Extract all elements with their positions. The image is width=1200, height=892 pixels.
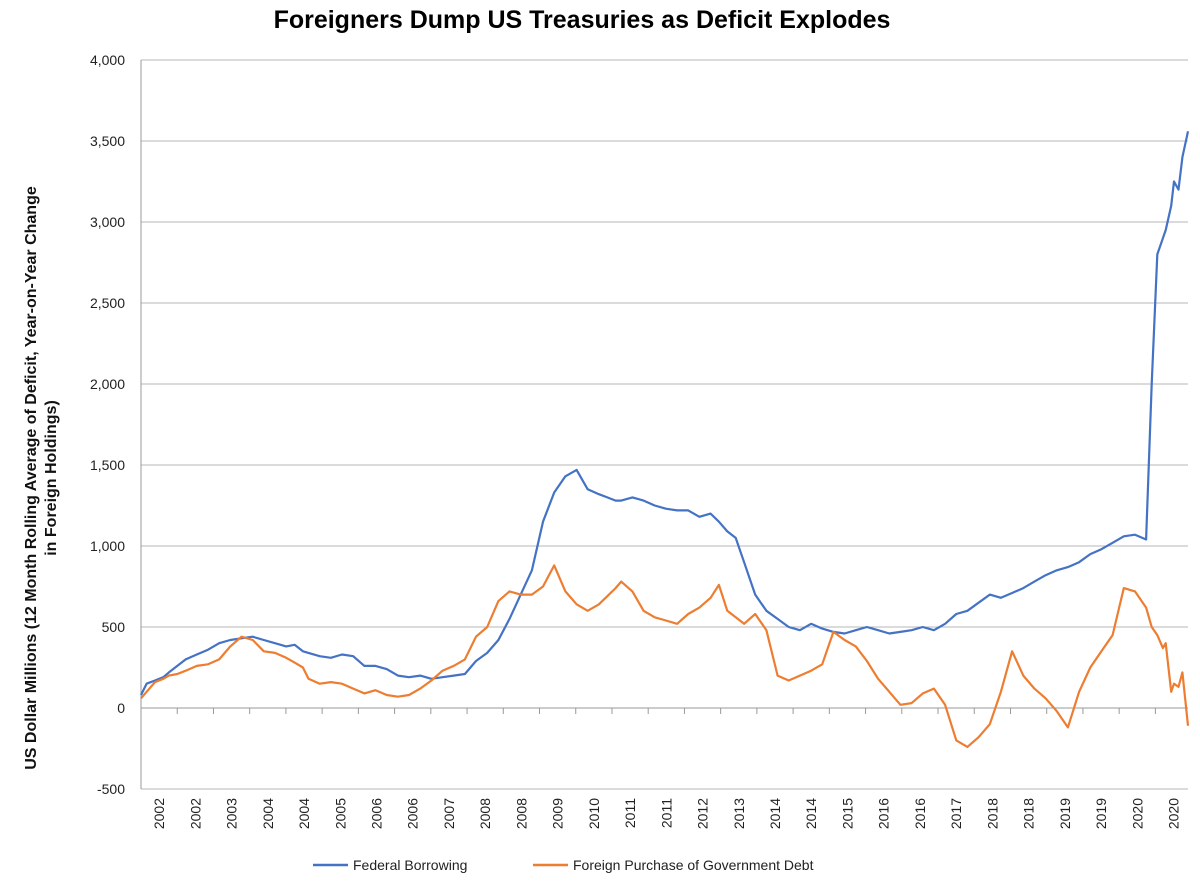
legend-label-federal-borrowing: Federal Borrowing [353, 857, 467, 873]
y-tick-label: -500 [97, 781, 125, 797]
x-tick-label: 2005 [332, 798, 348, 829]
x-tick-label: 2018 [984, 798, 1000, 829]
y-tick-label: 500 [102, 619, 126, 635]
x-tick-label: 2016 [876, 798, 892, 829]
y-axis: -500 0 500 1,000 1,500 2,000 2,500 3,000 3,500 4,… [90, 52, 125, 797]
x-tick-label: 2012 [695, 798, 711, 829]
y-tick-label: 3,000 [90, 214, 125, 230]
y-axis-label-line1: US Dollar Millions (12 Month Rolling Ave… [23, 186, 40, 770]
x-tick-label: 2014 [767, 798, 783, 829]
y-axis-label-line2: in Foreign Holdings) [43, 400, 60, 556]
x-tick-label: 2008 [513, 798, 529, 829]
x-tick-label: 2004 [296, 798, 312, 829]
x-tick-label: 2008 [477, 798, 493, 829]
x-tick-label: 2020 [1129, 798, 1145, 829]
gridlines [140, 59, 1188, 790]
y-tick-label: 1,000 [90, 538, 125, 554]
x-axis: 2002 2002 2003 2004 2004 2005 2006 2006 2007 2008… [140, 708, 1182, 829]
x-tick-label: 2019 [1093, 798, 1109, 829]
x-tick-label: 2011 [622, 798, 638, 828]
y-tick-label: 4,000 [90, 52, 125, 68]
y-tick-label: 2,500 [90, 295, 125, 311]
chart-title: Foreigners Dump US Treasuries as Deficit… [274, 6, 891, 34]
x-tick-label: 2018 [1021, 798, 1037, 829]
y-tick-label: 1,500 [90, 457, 125, 473]
legend-label-foreign-purchase: Foreign Purchase of Government Debt [573, 857, 814, 873]
x-tick-label: 2015 [839, 798, 855, 829]
legend: Federal Borrowing Foreign Purchase of Go… [313, 857, 814, 873]
x-tick-label: 2007 [441, 798, 457, 829]
x-tick-label: 2004 [260, 798, 276, 829]
x-tick-label: 2019 [1057, 798, 1073, 829]
x-tick-label: 2013 [731, 798, 747, 829]
y-axis-label: US Dollar Millions (12 Month Rolling Ave… [23, 186, 60, 770]
x-tick-label: 2016 [912, 798, 928, 829]
x-tick-label: 2010 [586, 798, 602, 829]
x-tick-label: 2002 [187, 798, 203, 829]
x-tick-label: 2006 [405, 798, 421, 829]
x-tick-label: 2006 [368, 798, 384, 829]
x-tick-label: 2011 [658, 798, 674, 828]
x-tick-label: 2017 [948, 798, 964, 829]
series-lines [140, 131, 1190, 749]
x-tick-label: 2002 [151, 798, 167, 829]
x-tick-label: 2014 [803, 798, 819, 829]
x-tick-label: 2020 [1166, 798, 1182, 829]
x-tick-label: 2009 [550, 798, 566, 829]
y-tick-label: 3,500 [90, 133, 125, 149]
series-line-federal-borrowing [140, 131, 1190, 696]
y-tick-label: 2,000 [90, 376, 125, 392]
x-tick-label: 2003 [224, 798, 240, 829]
series-line-foreign-purchase [140, 564, 1190, 749]
y-tick-label: 0 [117, 700, 125, 716]
